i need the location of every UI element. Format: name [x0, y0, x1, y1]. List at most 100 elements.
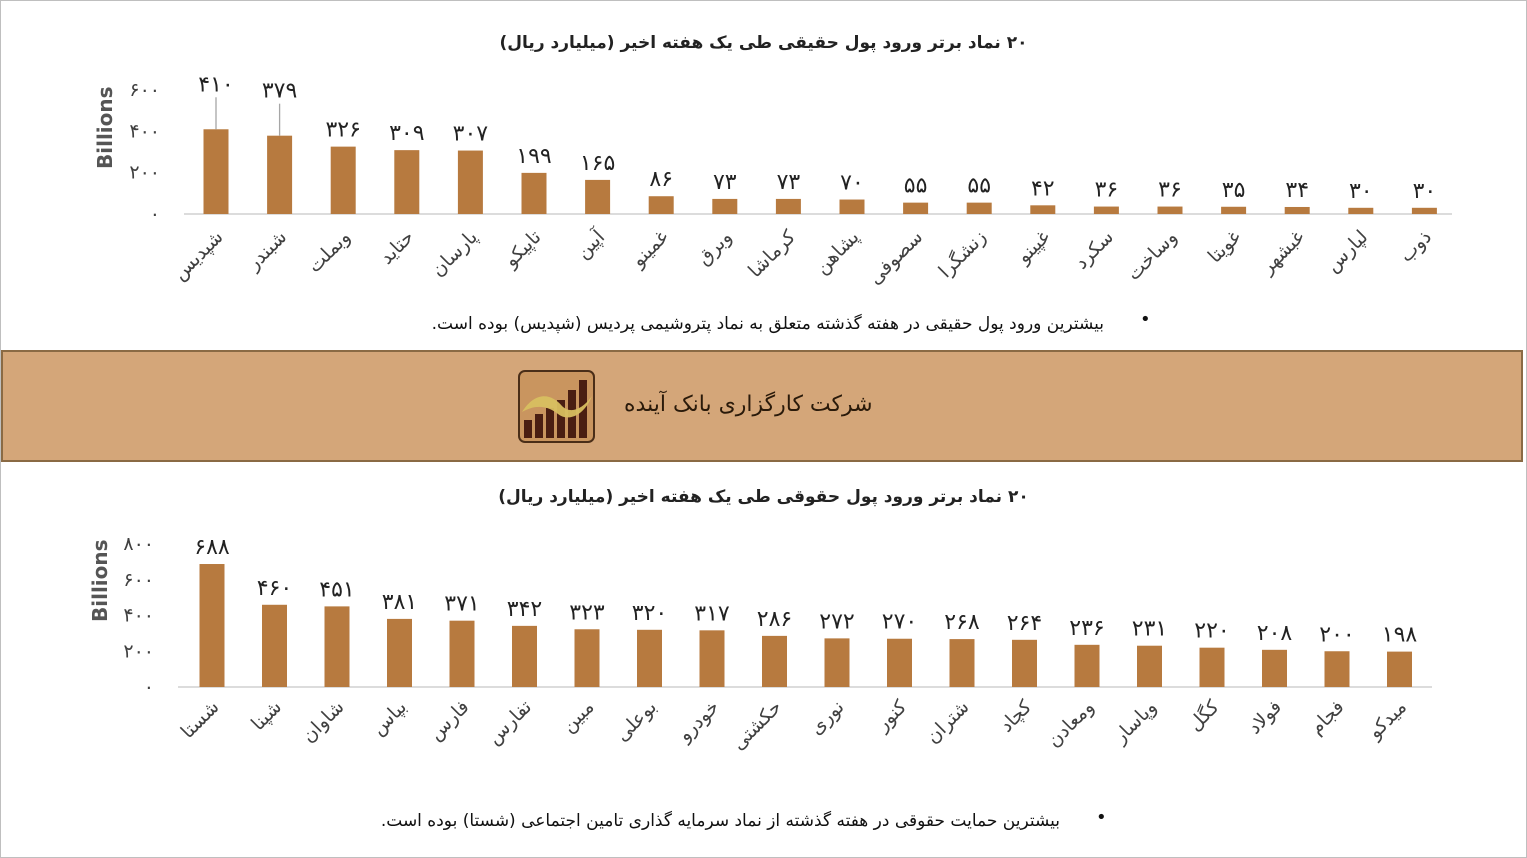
data-label: ۲۶۴	[1007, 611, 1042, 636]
category-label: بپاس	[367, 696, 411, 740]
category-label: ومعادن	[1043, 696, 1099, 752]
top-note-bullet: •	[1140, 309, 1151, 330]
bottom-chart-title: ۲۰ نماد برتر ورود پول حقوقی طی یک هفته ا…	[498, 487, 1029, 507]
bar	[1074, 644, 1100, 687]
category-label: تفارس	[483, 696, 536, 749]
bar	[203, 129, 229, 214]
data-label: ۳۶	[1095, 178, 1119, 203]
bar	[712, 198, 738, 214]
data-label: ۳۰	[1349, 179, 1373, 204]
company-name: شرکت کارگزاری بانک آینده	[624, 392, 873, 417]
category-label: کگل	[1183, 695, 1224, 736]
category-label: مبین	[557, 696, 598, 737]
category-label: میدکو	[1363, 696, 1411, 744]
bar	[267, 135, 293, 214]
y-tick-label: ۶۰۰	[123, 569, 154, 591]
data-label: ۱۹۸	[1382, 623, 1418, 648]
bar	[949, 639, 975, 687]
bar	[1199, 647, 1225, 687]
bar	[762, 635, 787, 687]
data-label: ۷۰	[840, 171, 864, 196]
top-note: بیشترین ورود پول حقیقی در هفته گذشته متع…	[431, 314, 1104, 334]
bar	[1348, 207, 1374, 214]
data-label: ۴۶۰	[257, 576, 292, 601]
category-label: شاوان	[298, 696, 349, 747]
bar	[1284, 206, 1310, 214]
category-label: وپاسار	[1109, 696, 1161, 748]
bar	[824, 638, 850, 687]
data-label: ۳۴	[1285, 178, 1309, 203]
bar	[262, 604, 287, 687]
data-label: ۳۰	[1413, 179, 1437, 204]
data-label: ۳۴۲	[507, 597, 542, 622]
bar	[199, 564, 225, 687]
bar	[839, 199, 865, 214]
category-label: نوری	[805, 696, 848, 739]
category-label: شستا	[177, 696, 224, 743]
data-label: ۴۵۱	[319, 577, 354, 602]
bar	[648, 196, 674, 214]
data-label: ۳۲۳	[569, 600, 605, 625]
category-label: شتران	[922, 696, 974, 748]
category-label: کنور	[871, 695, 912, 736]
bottom-note: بیشترین حمایت حقوقی در هفته گذشته از نما…	[380, 811, 1060, 831]
data-label: ۲۷۰	[882, 610, 917, 635]
category-label: فجام	[1305, 696, 1348, 739]
bar	[1262, 649, 1287, 687]
bar	[699, 630, 725, 687]
bar	[324, 606, 350, 687]
bar	[394, 150, 420, 214]
data-label: ۲۳۱	[1132, 617, 1167, 642]
y-tick-label: ۰	[144, 676, 154, 698]
data-label: ۵۵	[967, 174, 991, 199]
data-label: ۳۲۶	[325, 118, 360, 143]
bar	[775, 198, 801, 214]
bottom-chart: ۰ ۲۰۰ ۴۰۰ ۶۰۰ ۸۰۰ ۶۸۸ شستا ۴۶۰ شپنا ۴۵۱ شاوان ۳۸۱ بپ…	[123, 533, 1432, 755]
y-tick-label: ۰	[150, 203, 160, 225]
top-chart-title: ۲۰ نماد برتر ورود پول حقیقی طی یک هفته ا…	[499, 33, 1028, 53]
category-label: حکشتی	[728, 696, 787, 755]
category-label: فولاد	[1243, 696, 1286, 739]
data-label: ۳۶	[1158, 178, 1182, 203]
bar	[512, 625, 537, 687]
data-label: ۲۶۸	[944, 610, 980, 635]
bar	[1157, 206, 1183, 214]
data-label: ۴۱۰	[198, 72, 233, 97]
data-label: ۴۲	[1031, 176, 1055, 201]
bottom-note-bullet: •	[1096, 807, 1107, 828]
category-label: بوعلی	[611, 696, 661, 746]
data-label: ۳۰۹	[389, 121, 424, 146]
company-band	[1, 350, 1523, 462]
bar	[330, 146, 356, 214]
data-label: ۱۶۵	[580, 151, 615, 176]
category-label: کچاد	[995, 695, 1036, 736]
bar	[637, 629, 662, 687]
bar	[574, 629, 600, 687]
data-label: ۲۷۲	[819, 609, 854, 634]
data-label: ۲۲۰	[1194, 619, 1229, 644]
bar	[887, 638, 912, 687]
y-tick-label: ۸۰۰	[123, 533, 154, 555]
data-label: ۳۲۰	[632, 601, 667, 626]
bar	[457, 150, 483, 214]
data-label: ۳۷۹	[262, 79, 297, 104]
bank-ayandeh-logo-icon	[518, 370, 595, 443]
data-label: ۲۸۶	[757, 607, 792, 632]
data-label: ۳۵	[1222, 178, 1246, 203]
bar	[1137, 645, 1162, 687]
bar	[1093, 206, 1119, 214]
bar	[521, 172, 547, 214]
data-label: ۳۷۱	[444, 592, 479, 617]
y-tick-label: ۲۰۰	[123, 640, 154, 662]
bar	[1030, 205, 1056, 214]
data-label: ۶۸۸	[194, 535, 230, 560]
data-label: ۳۱۷	[694, 601, 730, 626]
category-label: شپنا	[247, 696, 286, 735]
data-label: ۷۳	[713, 170, 737, 195]
data-label: ۲۰۸	[1257, 621, 1293, 646]
bar	[1411, 207, 1437, 214]
y-tick-label: ۴۰۰	[123, 605, 154, 627]
bar	[903, 202, 929, 214]
bar	[1324, 651, 1350, 687]
